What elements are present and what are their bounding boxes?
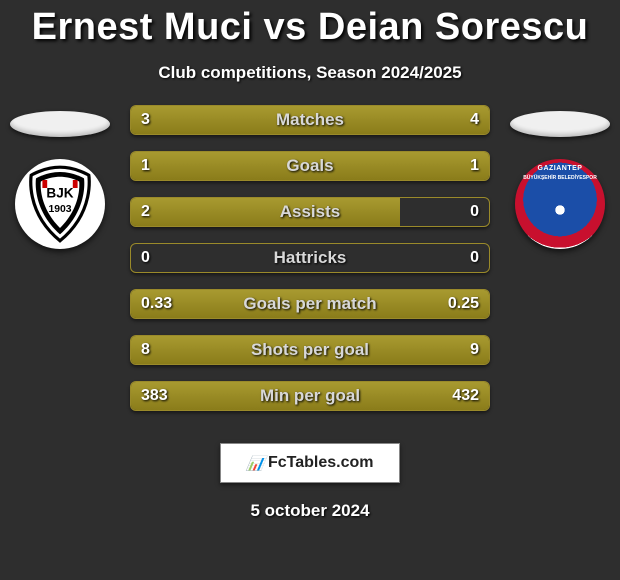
- footer-logo: 📊 FcTables.com: [220, 443, 400, 483]
- gaziantep-text: GAZIANTEP: [515, 165, 605, 172]
- comparison-arena: BJK 1903 GAZIANTEP BÜYÜKŞEHİR BELEDİYESP…: [0, 105, 620, 425]
- left-side: BJK 1903: [5, 105, 115, 249]
- gaziantep-ball-icon: [549, 199, 571, 221]
- subtitle: Club competitions, Season 2024/2025: [0, 63, 620, 83]
- right-club-badge: GAZIANTEP BÜYÜKŞEHİR BELEDİYESPOR: [515, 159, 605, 249]
- bar-fill-right: [299, 382, 489, 410]
- footer-date: 5 october 2024: [0, 501, 620, 521]
- stat-row: 383432Min per goal: [130, 381, 490, 411]
- bar-fill-left: [131, 290, 335, 318]
- gaziantep-subtext: BÜYÜKŞEHİR BELEDİYESPOR: [515, 175, 605, 181]
- player2-name: Deian Sorescu: [318, 6, 589, 48]
- bjk-crest-icon: BJK 1903: [20, 164, 100, 244]
- bar-fill-right: [335, 290, 489, 318]
- right-flag-ellipse: [510, 111, 610, 137]
- comparison-title: Ernest Muci vs Deian Sorescu: [0, 0, 620, 49]
- right-side: GAZIANTEP BÜYÜKŞEHİR BELEDİYESPOR: [505, 105, 615, 249]
- stat-row: 0.330.25Goals per match: [130, 289, 490, 319]
- stat-label: Hattricks: [131, 244, 489, 272]
- site-name: FcTables.com: [268, 454, 374, 472]
- stat-row: 89Shots per goal: [130, 335, 490, 365]
- vs-separator: vs: [264, 6, 307, 48]
- stat-row: 34Matches: [130, 105, 490, 135]
- stat-row: 0 0Hattricks: [130, 243, 490, 273]
- stat-value-left: 0: [131, 244, 160, 272]
- stat-bars: 34Matches11Goals20Assists00Hattricks0.33…: [130, 105, 490, 427]
- bar-fill-left: [131, 198, 400, 226]
- bar-fill-left: [131, 106, 285, 134]
- chart-icon: 📊: [245, 455, 265, 472]
- bjk-year: 1903: [48, 204, 71, 215]
- bar-fill-left: [131, 382, 299, 410]
- svg-text:BJK: BJK: [46, 186, 73, 201]
- left-club-badge: BJK 1903: [15, 159, 105, 249]
- stat-row: 11Goals: [130, 151, 490, 181]
- bar-fill-right: [285, 106, 489, 134]
- bar-fill-right: [310, 152, 489, 180]
- bar-fill-left: [131, 152, 310, 180]
- stat-value-right: 0: [460, 198, 489, 226]
- stat-value-right: 0: [460, 244, 489, 272]
- stat-row: 20Assists: [130, 197, 490, 227]
- bar-fill-right: [299, 336, 489, 364]
- left-flag-ellipse: [10, 111, 110, 137]
- bar-fill-left: [131, 336, 299, 364]
- player1-name: Ernest Muci: [32, 6, 253, 48]
